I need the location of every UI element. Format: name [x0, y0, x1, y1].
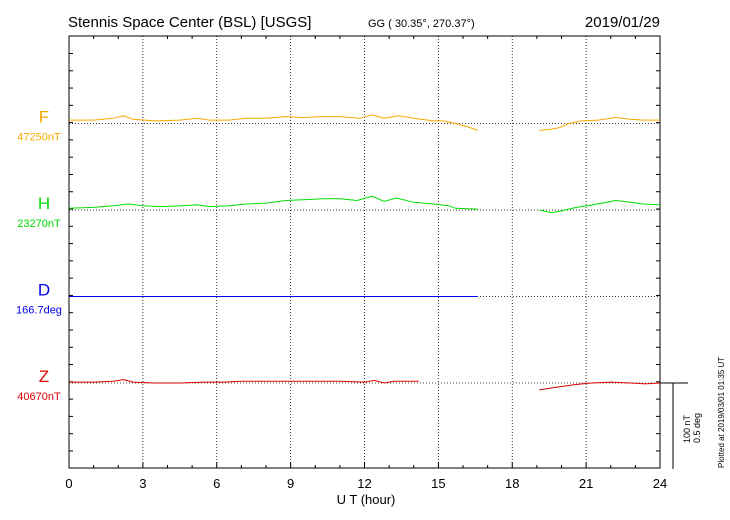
series-line-f	[539, 116, 660, 131]
channel-name-h: H	[38, 194, 50, 213]
series-line-h	[539, 199, 661, 214]
station-coords: GG ( 30.35°, 270.37°)	[368, 18, 475, 30]
series-line-z	[539, 381, 661, 391]
channel-baseline-d: 166.7deg	[16, 305, 62, 317]
series-line-z	[69, 379, 419, 384]
channel-baseline-z: 40670nT	[17, 391, 61, 403]
channel-name-f: F	[39, 108, 49, 127]
scale-label-deg: 0.5 deg	[692, 413, 702, 443]
channel-name-z: Z	[39, 367, 49, 386]
series-group	[68, 114, 661, 391]
channel-baseline-f: 47250nT	[17, 132, 61, 144]
scale-label-nt: 100 nT	[682, 414, 692, 443]
grid-lines	[69, 36, 660, 468]
x-tick-label: 15	[431, 476, 445, 491]
x-tick-label: 6	[213, 476, 220, 491]
station-title: Stennis Space Center (BSL) [USGS]	[68, 14, 311, 31]
chart-date: 2019/01/29	[585, 14, 660, 31]
x-tick-label: 18	[505, 476, 519, 491]
channel-baseline-h: 23270nT	[17, 218, 61, 230]
channel-labels: F 47250nT H 23270nT D 166.7deg Z 40670nT	[16, 108, 62, 404]
x-tick-label: 12	[357, 476, 371, 491]
x-tick-label: 24	[653, 476, 667, 491]
x-tick-label: 21	[579, 476, 593, 491]
x-axis-label: U T (hour)	[337, 492, 396, 507]
y-minor-ticks	[69, 53, 660, 452]
channel-name-d: D	[38, 281, 50, 300]
plotted-note: Plotted at 2019/03/01 01:35 UT	[717, 357, 726, 468]
x-tick-label: 0	[65, 476, 72, 491]
x-tick-label: 3	[139, 476, 146, 491]
x-axis: 0 3 6 9 12 15 18 21 24	[65, 36, 667, 491]
series-line-f	[69, 114, 478, 131]
x-tick-label: 9	[287, 476, 294, 491]
series-line-h	[68, 195, 478, 210]
